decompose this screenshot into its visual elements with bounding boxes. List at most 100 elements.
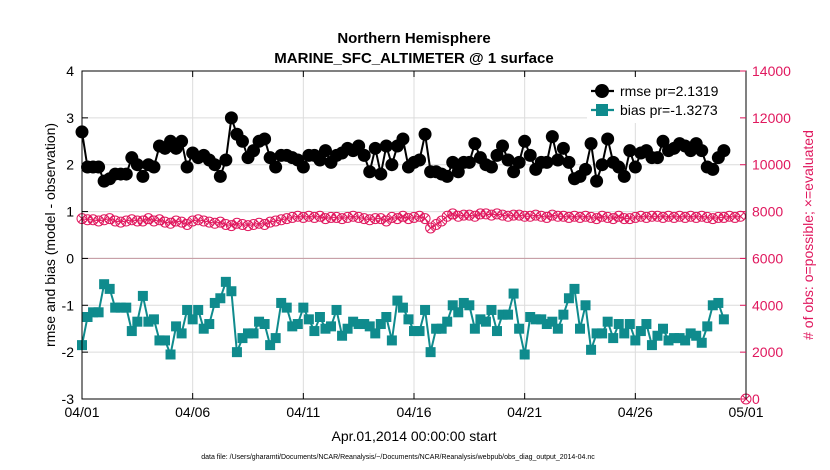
bias-point (558, 309, 569, 320)
legend-bias-marker (596, 104, 608, 116)
rmse-point (379, 139, 393, 153)
legend-rmse-marker (595, 84, 609, 98)
rmse-point (208, 158, 222, 172)
rmse-point (717, 144, 731, 158)
bias-point (630, 335, 641, 346)
bias-point (680, 335, 691, 346)
rmse-point (363, 165, 377, 179)
bias-point (209, 297, 220, 308)
obs-evaluated-marker (371, 214, 380, 223)
rmse-point (213, 169, 227, 183)
obs-count-point (176, 216, 188, 228)
rmse-point (413, 153, 427, 167)
rmse-point (440, 169, 454, 183)
obs-possible-marker (153, 214, 165, 226)
bias-point (547, 316, 558, 327)
obs-evaluated-marker (393, 214, 402, 223)
bias-point (165, 349, 176, 360)
bias-point (652, 330, 663, 341)
bias-point (314, 312, 325, 322)
bias-point (110, 302, 121, 313)
obs-evaluated-marker (736, 212, 745, 221)
obs-count-point (447, 208, 459, 220)
y-tick-label: 3 (66, 110, 74, 126)
obs-count-point (153, 214, 165, 226)
x-tick-label: 04/06 (175, 404, 210, 420)
obs-possible-marker (225, 220, 237, 232)
obs-evaluated-marker (614, 212, 623, 221)
obs-evaluated-marker (133, 217, 142, 225)
obs-evaluated-marker (227, 221, 236, 230)
bias-point (503, 309, 514, 320)
bias-point (674, 333, 685, 344)
bias-point (220, 276, 231, 287)
bias-point (298, 302, 309, 313)
rmse-point (551, 153, 565, 167)
rmse-point (601, 132, 615, 146)
bias-point (409, 326, 419, 337)
y2-tick-label: 10000 (752, 157, 791, 173)
obs-possible-marker (214, 216, 226, 228)
obs-count-point (430, 218, 442, 230)
obs-possible-marker (607, 213, 619, 225)
x-tick-label: 04/11 (286, 404, 320, 420)
rmse-point (296, 160, 310, 174)
rmse-point (501, 153, 515, 167)
rmse-point (462, 155, 476, 169)
bias-point (104, 283, 115, 294)
obs-evaluated-marker (448, 210, 457, 218)
obs-possible-marker (419, 213, 431, 225)
bias-point (359, 319, 370, 330)
bias-point (303, 314, 314, 325)
obs-possible-marker (441, 210, 453, 222)
bias-point (597, 328, 608, 339)
bias-point (685, 328, 696, 339)
bias-point (88, 307, 99, 318)
obs-possible-marker (469, 210, 481, 222)
bias-point (154, 335, 165, 346)
bias-point (392, 295, 403, 306)
y2-tick-label: 14000 (752, 63, 791, 79)
obs-possible-marker (314, 210, 326, 222)
chart-subtitle: MARINE_SFC_ALTIMETER @ 1 surface (274, 50, 553, 67)
obs-count-point (734, 210, 746, 222)
rmse-point (656, 134, 670, 148)
obs-evaluated-marker (426, 224, 435, 232)
bias-point (442, 316, 453, 327)
bias-point (99, 279, 110, 290)
x-tick-label: 04/01 (64, 404, 99, 420)
bias-point (132, 316, 143, 327)
rmse-point (385, 158, 399, 172)
obs-possible-marker (259, 218, 271, 230)
obs-possible-marker (104, 213, 116, 225)
rmse-point (512, 155, 526, 169)
rmse-point (579, 162, 593, 176)
obs-evaluated-marker (554, 212, 562, 221)
y2-tick-label: 12000 (752, 110, 791, 126)
obs-count-point (259, 218, 271, 230)
chart-title: Northern Hemisphere (337, 30, 490, 47)
obs-possible-marker (425, 222, 437, 234)
bias-point (436, 323, 447, 334)
bias-point (425, 347, 436, 358)
obs-count-point (375, 213, 387, 225)
obs-evaluated-marker (144, 214, 153, 223)
y-tick-label: -1 (62, 297, 75, 313)
bias-point (226, 286, 237, 297)
bias-point (176, 328, 187, 339)
bias-point (160, 335, 170, 346)
bias-point (381, 312, 392, 322)
obs-evaluated-marker (155, 215, 164, 224)
bias-point (530, 314, 541, 325)
bias-point (431, 323, 442, 334)
rmse-point (180, 160, 194, 174)
rmse-point (263, 151, 277, 165)
bias-point (171, 321, 182, 332)
rmse-point (224, 111, 238, 125)
bias-point (602, 316, 613, 327)
obs-count-point (380, 215, 392, 227)
rmse-point (590, 174, 604, 188)
obs-evaluated-marker (609, 214, 618, 223)
legend-bias-label: bias pr=-1.3273 (620, 102, 718, 118)
